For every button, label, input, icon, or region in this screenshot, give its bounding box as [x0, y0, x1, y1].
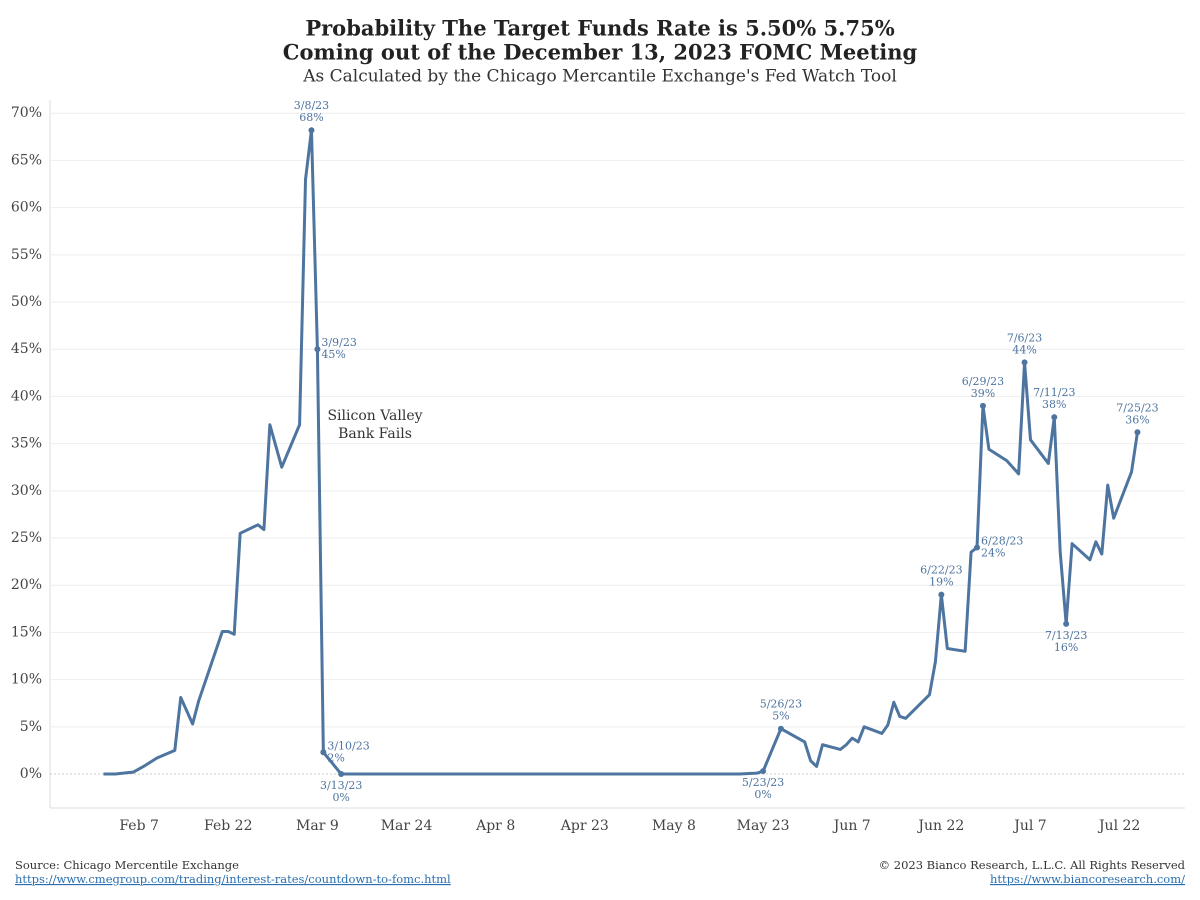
- source-link[interactable]: https://www.cmegroup.com/trading/interes…: [15, 872, 451, 886]
- point: [777, 725, 784, 732]
- point: [1021, 359, 1028, 366]
- point-date-label: 7/6/23: [1007, 331, 1042, 344]
- x-tick-label: May 8: [652, 818, 696, 834]
- x-tick-label: May 23: [737, 818, 790, 834]
- point-value-label: 44%: [1012, 343, 1036, 356]
- point: [1063, 620, 1070, 627]
- point-value-label: 45%: [321, 348, 345, 361]
- point-value-label: 5%: [772, 710, 789, 723]
- point: [938, 591, 945, 598]
- point-date-label: 7/25/23: [1116, 401, 1158, 414]
- copyright: © 2023 Bianco Research, L.L.C. All Right…: [879, 858, 1186, 872]
- chart-subtitle: As Calculated by the Chicago Mercantile …: [302, 67, 897, 87]
- line: [103, 128, 1139, 776]
- point-value-label: 2%: [327, 751, 344, 764]
- point-value-label: 39%: [971, 387, 995, 400]
- y-tick-label: 60%: [11, 200, 42, 216]
- y-tick-label: 5%: [20, 719, 42, 735]
- point-value-label: 0%: [332, 791, 349, 804]
- point-date-label: 6/22/23: [920, 564, 962, 577]
- point-date-label: 3/13/23: [320, 779, 362, 792]
- y-tick-label: 30%: [11, 483, 42, 499]
- point-date-label: 7/11/23: [1033, 386, 1075, 399]
- y-tick-label: 10%: [11, 672, 42, 688]
- x-tick-label: Mar 24: [381, 818, 433, 834]
- x-tick-label: Feb 22: [204, 818, 252, 834]
- annotation: Silicon Valley: [327, 408, 422, 424]
- point: [314, 346, 321, 353]
- point-date-label: 3/8/23: [294, 99, 329, 112]
- point-value-label: 0%: [754, 788, 771, 801]
- point-date-label: 6/29/23: [962, 375, 1004, 388]
- y-tick-label: 40%: [11, 388, 42, 404]
- point: [979, 402, 986, 409]
- y-tick-label: 15%: [11, 624, 42, 640]
- y-tick-label: 20%: [11, 577, 42, 593]
- point-value-label: 16%: [1054, 641, 1078, 654]
- x-tick-label: Apr 8: [475, 818, 515, 834]
- x-tick-label: Jun 22: [916, 818, 964, 834]
- point: [320, 749, 327, 756]
- point-value-label: 24%: [981, 546, 1005, 559]
- point: [338, 771, 345, 778]
- x-tick-label: Jul 22: [1097, 818, 1140, 834]
- point-value-label: 19%: [929, 576, 953, 589]
- site-link[interactable]: https://www.biancoresearch.com/: [990, 872, 1185, 886]
- chart-subtitle: Coming out of the December 13, 2023 FOMC…: [283, 40, 918, 65]
- y-tick-label: 35%: [11, 436, 42, 452]
- point-value-label: 38%: [1042, 398, 1066, 411]
- point-date-label: 7/13/23: [1045, 629, 1087, 642]
- point-date-label: 6/28/23: [981, 534, 1023, 547]
- point-date-label: 3/10/23: [327, 739, 369, 752]
- source: Source: Chicago Mercentile Exchange: [15, 858, 239, 872]
- point: [974, 544, 981, 551]
- y-tick-label: 50%: [11, 294, 42, 310]
- x-tick-label: Jun 7: [832, 818, 871, 834]
- x-tick-label: Mar 9: [296, 818, 339, 834]
- y-tick-label: 65%: [11, 152, 42, 168]
- point-date-label: 5/23/23: [742, 776, 784, 789]
- x-tick-label: Jul 7: [1012, 818, 1046, 834]
- x-tick-label: Apr 23: [560, 818, 609, 834]
- y-tick-label: 25%: [11, 530, 42, 546]
- y-tick-label: 55%: [11, 247, 42, 263]
- point: [1134, 429, 1141, 436]
- point-date-label: 3/9/23: [321, 336, 356, 349]
- y-tick-label: 70%: [11, 105, 42, 121]
- point: [1051, 414, 1058, 421]
- chart-title: Probability The Target Funds Rate is 5.5…: [305, 16, 894, 41]
- annotation: Bank Fails: [338, 426, 412, 442]
- x-tick-label: Feb 7: [119, 818, 159, 834]
- point-value-label: 68%: [299, 111, 323, 124]
- point: [308, 127, 315, 134]
- point-date-label: 5/26/23: [760, 698, 802, 711]
- y-tick-label: 0%: [20, 766, 42, 782]
- y-tick-label: 45%: [11, 341, 42, 357]
- point: [760, 768, 767, 775]
- point-value-label: 36%: [1125, 413, 1149, 426]
